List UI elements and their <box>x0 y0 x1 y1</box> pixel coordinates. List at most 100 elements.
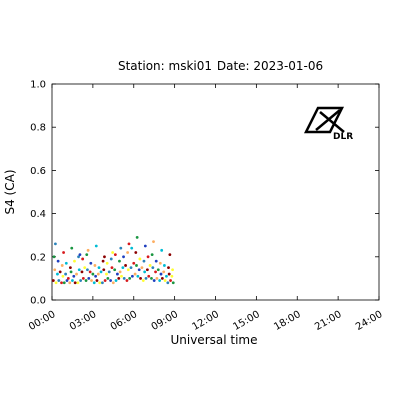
data-point <box>143 244 147 248</box>
data-point <box>101 259 105 263</box>
y-tick-label: 0.6 <box>30 166 46 177</box>
data-point <box>56 259 60 263</box>
x-axis-label: Universal time <box>170 333 257 347</box>
data-point <box>160 248 164 252</box>
data-point <box>158 261 162 265</box>
data-point <box>72 274 76 278</box>
data-point <box>169 279 172 282</box>
data-point <box>166 281 170 285</box>
data-point <box>146 255 150 259</box>
y-tick-label: 0.4 <box>30 209 46 220</box>
x-tick-label: 03:00 <box>68 309 98 333</box>
y-axis: 0.0 0.2 0.4 0.6 0.8 1.0 <box>30 80 379 307</box>
data-point <box>144 277 148 280</box>
data-point <box>71 279 74 282</box>
data-point <box>51 279 55 282</box>
data-point <box>143 270 147 274</box>
data-point <box>125 279 129 282</box>
data-point <box>86 248 90 252</box>
data-point <box>126 251 130 254</box>
data-point <box>162 270 166 274</box>
dlr-logo-icon: DLR <box>303 106 353 142</box>
data-point <box>119 246 123 250</box>
data-point <box>168 253 172 257</box>
data-point <box>73 259 76 263</box>
data-point <box>118 270 122 274</box>
data-point <box>53 268 57 272</box>
data-point <box>83 266 87 269</box>
title-date: Date: 2023-01-06 <box>217 59 323 73</box>
data-point <box>167 266 170 269</box>
title-station: Station: mski01 <box>118 59 212 73</box>
data-point <box>105 272 108 276</box>
data-point <box>152 240 155 244</box>
data-point <box>111 281 115 285</box>
data-point <box>136 274 140 278</box>
data-point <box>142 259 146 263</box>
data-point <box>110 266 114 269</box>
data-point <box>118 259 121 263</box>
data-point <box>61 274 65 278</box>
data-point <box>160 277 164 280</box>
data-point <box>70 246 74 250</box>
data-point <box>91 272 95 276</box>
data-point <box>86 268 89 272</box>
plot-frame <box>51 83 380 301</box>
data-point <box>109 257 113 261</box>
data-point <box>103 255 106 259</box>
data-point <box>107 270 111 274</box>
data-point <box>98 281 102 285</box>
data-point <box>171 281 175 285</box>
data-point <box>129 266 133 269</box>
data-point <box>124 264 127 267</box>
data-point <box>158 279 162 282</box>
y-tick-label: 0.0 <box>30 296 46 307</box>
data-point <box>87 277 91 280</box>
data-point <box>88 270 92 274</box>
data-point <box>95 279 99 282</box>
data-point <box>116 272 119 276</box>
data-point <box>140 266 144 269</box>
data-point <box>76 281 80 285</box>
data-point <box>75 272 78 276</box>
data-point <box>154 259 158 263</box>
data-point <box>163 264 166 267</box>
data-point <box>135 235 139 239</box>
data-point <box>77 255 80 259</box>
data-point <box>105 261 109 265</box>
data-point <box>78 253 82 257</box>
data-point <box>68 281 72 285</box>
data-point <box>85 253 89 257</box>
data-point <box>109 279 112 282</box>
data-point <box>68 266 72 269</box>
data-point <box>122 277 126 280</box>
data-point <box>60 264 64 267</box>
data-point <box>84 279 88 282</box>
data-point <box>96 272 100 276</box>
data-point <box>130 274 134 278</box>
data-point <box>117 277 121 280</box>
data-point <box>57 279 61 282</box>
data-point <box>139 277 142 280</box>
y-tick-label: 0.8 <box>30 123 46 134</box>
x-tick-label: 18:00 <box>272 309 302 333</box>
data-point <box>163 279 167 282</box>
data-point <box>130 246 134 250</box>
data-point <box>81 277 85 280</box>
data-point <box>145 268 149 272</box>
data-point <box>151 266 155 269</box>
data-point <box>152 279 156 282</box>
data-point <box>89 261 93 265</box>
data-point <box>150 253 154 257</box>
data-point <box>114 279 118 282</box>
data-point <box>64 261 68 265</box>
data-point <box>64 272 68 276</box>
data-point <box>113 253 117 257</box>
data-point <box>66 277 70 280</box>
data-point <box>156 268 160 272</box>
data-point <box>171 268 174 272</box>
x-tick-label: 06:00 <box>109 309 139 333</box>
data-point <box>54 281 58 285</box>
